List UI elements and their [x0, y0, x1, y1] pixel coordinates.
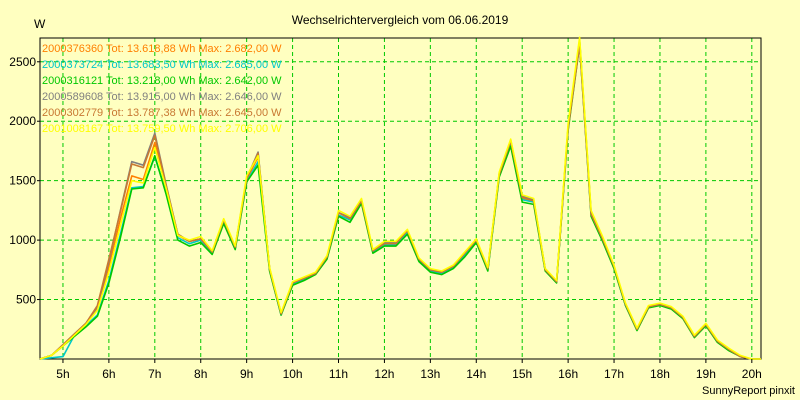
y-tick-label: 2000 [9, 114, 36, 128]
series-lines [39, 36, 761, 360]
legend: 2000376360 Tot: 13.618,88 Wh Max: 2.682,… [42, 43, 282, 135]
x-tick-label: 9h [240, 367, 253, 381]
y-tick-label: 2500 [9, 55, 36, 69]
x-tick-label: 13h [420, 367, 440, 381]
y-axis-ticks: 500 1000 1500 2000 2500 [9, 55, 40, 307]
x-axis-ticks: 5h 6h 7h 8h 9h 10h 11h 12h 13h 14h 15h 16h 17h 18h 19h… [56, 359, 762, 381]
x-tick-label: 14h [466, 367, 486, 381]
footer-credit: SunnyReport pinxit [702, 385, 795, 397]
x-tick-label: 15h [512, 367, 532, 381]
y-tick-label: 1500 [9, 174, 36, 188]
y-tick-label: 500 [16, 293, 36, 307]
legend-entry-3: 2000316121 Tot: 13.218,00 Wh Max: 2.642,… [42, 75, 282, 87]
legend-entry-4: 2000589608 Tot: 13.915,00 Wh Max: 2.646,… [42, 91, 282, 103]
legend-entry-5: 2000302779 Tot: 13.787,38 Wh Max: 2.645,… [42, 107, 282, 119]
chart-title: Wechselrichtervergleich vom 06.06.2019 [292, 13, 509, 27]
series-line-2 [39, 38, 761, 360]
x-tick-label: 20h [742, 367, 762, 381]
plot-area-border [39, 37, 762, 360]
x-tick-label: 8h [194, 367, 207, 381]
series-line-1 [39, 39, 761, 360]
legend-entry-1: 2000376360 Tot: 13.618,88 Wh Max: 2.682,… [42, 43, 282, 55]
x-tick-label: 18h [650, 367, 670, 381]
x-tick-label: 17h [604, 367, 624, 381]
legend-entry-6: 2001008167 Tot: 13.759,50 Wh Max: 2.706,… [42, 123, 282, 135]
x-tick-label: 16h [558, 367, 578, 381]
x-tick-label: 11h [329, 367, 348, 381]
x-tick-label: 7h [148, 367, 161, 381]
y-axis-unit-label: W [34, 17, 46, 31]
series-line-6 [39, 36, 761, 360]
y-tick-label: 1000 [9, 233, 36, 247]
x-tick-label: 12h [374, 367, 394, 381]
legend-entry-2: 2000373724 Tot: 13.683,50 Wh Max: 2.685,… [42, 59, 282, 71]
x-tick-label: 6h [102, 367, 115, 381]
x-tick-label: 5h [56, 367, 69, 381]
x-tick-label: 10h [283, 367, 303, 381]
x-tick-label: 19h [696, 367, 716, 381]
